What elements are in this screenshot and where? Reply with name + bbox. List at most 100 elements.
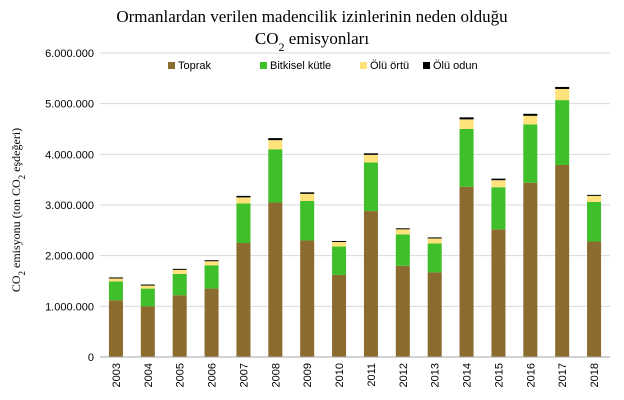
bar-segment-bitkisel-kütle-2009 (300, 200, 315, 241)
y-tick-label: 1.000.000 (45, 301, 94, 313)
bar-segment-ölü-örtü-2008 (268, 140, 283, 150)
bar-segment-ölü-örtü-2014 (459, 119, 474, 129)
bar-segment-ölü-odun-2010 (332, 240, 347, 242)
bar-segment-bitkisel-kütle-2016 (523, 124, 538, 183)
bar-segment-ölü-örtü-2010 (332, 241, 347, 247)
bar-segment-toprak-2008 (268, 202, 283, 357)
bar-segment-toprak-2013 (427, 272, 442, 357)
x-tick-label: 2004 (143, 363, 155, 387)
bar-segment-toprak-2011 (363, 211, 378, 357)
x-tick-label: 2013 (430, 363, 442, 387)
x-tick-label: 2006 (207, 363, 219, 387)
x-tick-label: 2005 (175, 363, 187, 387)
bar-segment-toprak-2014 (459, 186, 474, 357)
bar-segment-ölü-odun-2006 (204, 260, 219, 262)
bar-segment-ölü-örtü-2013 (427, 238, 442, 244)
bar-segment-toprak-2015 (491, 229, 506, 357)
bar-segment-bitkisel-kütle-2018 (587, 201, 602, 242)
bar-segment-bitkisel-kütle-2015 (491, 187, 506, 230)
bar-segment-bitkisel-kütle-2006 (204, 265, 219, 289)
bar-segment-ölü-örtü-2018 (587, 195, 602, 202)
bar-segment-toprak-2012 (395, 265, 410, 357)
bar-segment-bitkisel-kütle-2003 (108, 281, 123, 301)
bar-segment-ölü-odun-2005 (172, 268, 187, 270)
bar-segment-ölü-örtü-2007 (236, 197, 251, 204)
bar-segment-ölü-odun-2012 (395, 228, 410, 230)
bar-segment-toprak-2004 (140, 306, 155, 357)
bar-segment-bitkisel-kütle-2008 (268, 149, 283, 203)
chart-title-line1: Ormanlardan verilen madencilik izinlerin… (116, 7, 508, 26)
x-tick-labels: 2003 2004 2005 2006 2007 2008 2009 2010 2011 2012… (111, 363, 601, 387)
bar-segment-ölü-örtü-2003 (108, 278, 123, 282)
bar-segment-toprak-2017 (555, 164, 570, 357)
legend-swatch (360, 62, 367, 69)
bar-segment-bitkisel-kütle-2007 (236, 203, 251, 243)
bar-segment-ölü-odun-2017 (555, 86, 570, 89)
bar-segment-ölü-odun-2016 (523, 113, 538, 116)
bar-segment-bitkisel-kütle-2010 (332, 246, 347, 275)
x-tick-label: 2012 (398, 363, 410, 387)
x-tick-label: 2003 (111, 363, 123, 387)
bar-segment-bitkisel-kütle-2012 (395, 234, 410, 266)
y-tick-label: 0 (88, 352, 94, 364)
bar-segment-ölü-örtü-2004 (140, 285, 155, 289)
y-tick-label: 5.000.000 (45, 99, 94, 111)
legend: Toprak Bitkisel kütle Ölü örtü Ölü odun (168, 60, 478, 72)
y-tick-label: 2.000.000 (45, 251, 94, 263)
x-tick-label: 2016 (525, 363, 537, 387)
y-tick-label: 3.000.000 (45, 200, 94, 212)
legend-swatch (423, 62, 430, 69)
bar-segment-ölü-odun-2009 (300, 192, 315, 194)
chart-title-line2: CO2 emisyonları (255, 29, 369, 54)
legend-label: Ölü odun (433, 60, 478, 72)
bar-segment-toprak-2009 (300, 240, 315, 357)
bar-segment-bitkisel-kütle-2014 (459, 129, 474, 187)
bar-segment-toprak-2018 (587, 241, 602, 357)
bar-segment-toprak-2007 (236, 243, 251, 357)
y-axis-label: CO2 emisyonu (ton CO2 eşdeğeri) (9, 128, 27, 292)
bar-segment-ölü-örtü-2009 (300, 193, 315, 201)
x-tick-label: 2009 (302, 363, 314, 387)
x-tick-label: 2007 (238, 363, 250, 387)
bars (108, 86, 602, 357)
legend-label: Ölü örtü (370, 60, 409, 72)
bar-segment-bitkisel-kütle-2005 (172, 273, 187, 296)
legend-swatch (168, 62, 175, 69)
bar-segment-bitkisel-kütle-2017 (555, 100, 570, 165)
bar-segment-ölü-odun-2008 (268, 138, 283, 141)
x-tick-label: 2018 (589, 363, 601, 387)
bar-segment-ölü-odun-2013 (427, 237, 442, 239)
y-tick-label: 4.000.000 (45, 149, 94, 161)
bar-segment-ölü-odun-2007 (236, 195, 251, 198)
x-tick-label: 2015 (493, 363, 505, 387)
bar-segment-ölü-odun-2011 (363, 153, 378, 155)
bar-segment-ölü-örtü-2011 (363, 154, 378, 163)
bar-segment-ölü-odun-2014 (459, 117, 474, 120)
x-tick-label: 2010 (334, 363, 346, 387)
bar-segment-toprak-2003 (108, 300, 123, 357)
bar-segment-ölü-örtü-2012 (395, 229, 410, 235)
bar-segment-bitkisel-kütle-2011 (363, 162, 378, 212)
x-tick-label: 2011 (366, 363, 378, 387)
bar-segment-toprak-2006 (204, 288, 219, 357)
legend-label: Toprak (178, 60, 212, 72)
bar-segment-toprak-2005 (172, 295, 187, 357)
bar-segment-ölü-odun-2003 (108, 277, 123, 279)
legend-label: Bitkisel kütle (270, 60, 331, 72)
bar-segment-ölü-örtü-2016 (523, 115, 538, 125)
bar-segment-bitkisel-kütle-2013 (427, 243, 442, 273)
bar-segment-ölü-örtü-2005 (172, 269, 187, 274)
bar-segment-ölü-örtü-2015 (491, 180, 506, 188)
bar-segment-ölü-odun-2015 (491, 178, 506, 181)
legend-swatch (260, 62, 267, 69)
bar-segment-ölü-odun-2004 (140, 284, 155, 286)
bar-segment-ölü-örtü-2006 (204, 261, 219, 266)
bar-segment-ölü-odun-2018 (587, 194, 602, 196)
x-tick-label: 2017 (557, 363, 569, 387)
bar-segment-bitkisel-kütle-2004 (140, 288, 155, 307)
x-tick-label: 2014 (462, 363, 474, 387)
bar-segment-toprak-2016 (523, 182, 538, 357)
y-tick-label: 6.000.000 (45, 48, 94, 60)
x-tick-label: 2008 (270, 363, 282, 387)
